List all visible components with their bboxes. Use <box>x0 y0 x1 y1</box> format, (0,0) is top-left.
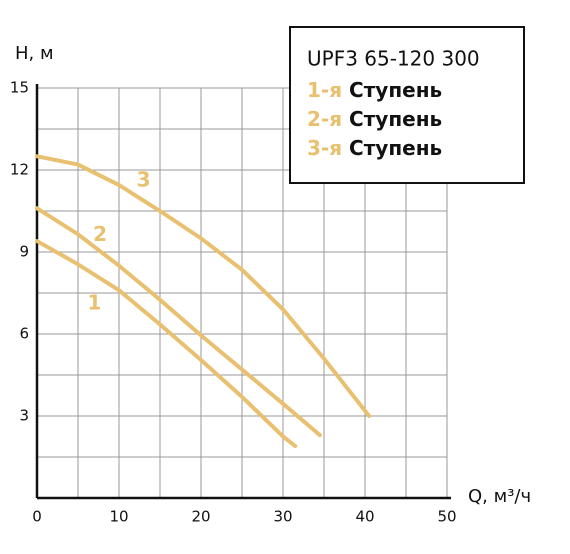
legend-prefix: 2-я <box>307 107 342 131</box>
y-tick-label: 9 <box>19 243 29 261</box>
curve-label: 1 <box>87 290 101 314</box>
x-tick-label: 10 <box>109 508 128 526</box>
curve-label: 3 <box>137 167 151 191</box>
legend-prefix: 3-я <box>307 136 342 160</box>
curve <box>35 154 372 418</box>
x-tick-label: 40 <box>355 508 374 526</box>
x-axis-label: Q, м³/ч <box>468 486 531 507</box>
y-tick-label: 12 <box>10 161 29 179</box>
curve <box>35 239 298 449</box>
y-tick-label: 6 <box>19 325 29 343</box>
legend-name: Ступень <box>349 136 442 160</box>
legend-prefix: 1-я <box>307 78 342 102</box>
x-tick-label: 30 <box>273 508 292 526</box>
curve-label: 2 <box>93 222 107 246</box>
legend-name: Ступень <box>349 78 442 102</box>
x-tick-label: 50 <box>437 508 456 526</box>
y-tick-label: 3 <box>19 407 29 425</box>
x-tick-label: 0 <box>32 508 42 526</box>
y-axis-label: H, м <box>15 43 54 64</box>
legend-title: UPF3 65-120 300 <box>307 47 480 71</box>
legend-entry: 2-я Ступень <box>307 107 442 131</box>
legend-name: Ступень <box>349 107 442 131</box>
legend-box <box>289 26 525 184</box>
x-tick-label: 20 <box>191 508 210 526</box>
y-tick-label: 15 <box>10 79 29 97</box>
legend-entry: 3-я Ступень <box>307 136 442 160</box>
legend-entry: 1-я Ступень <box>307 78 442 102</box>
curve <box>35 206 322 438</box>
